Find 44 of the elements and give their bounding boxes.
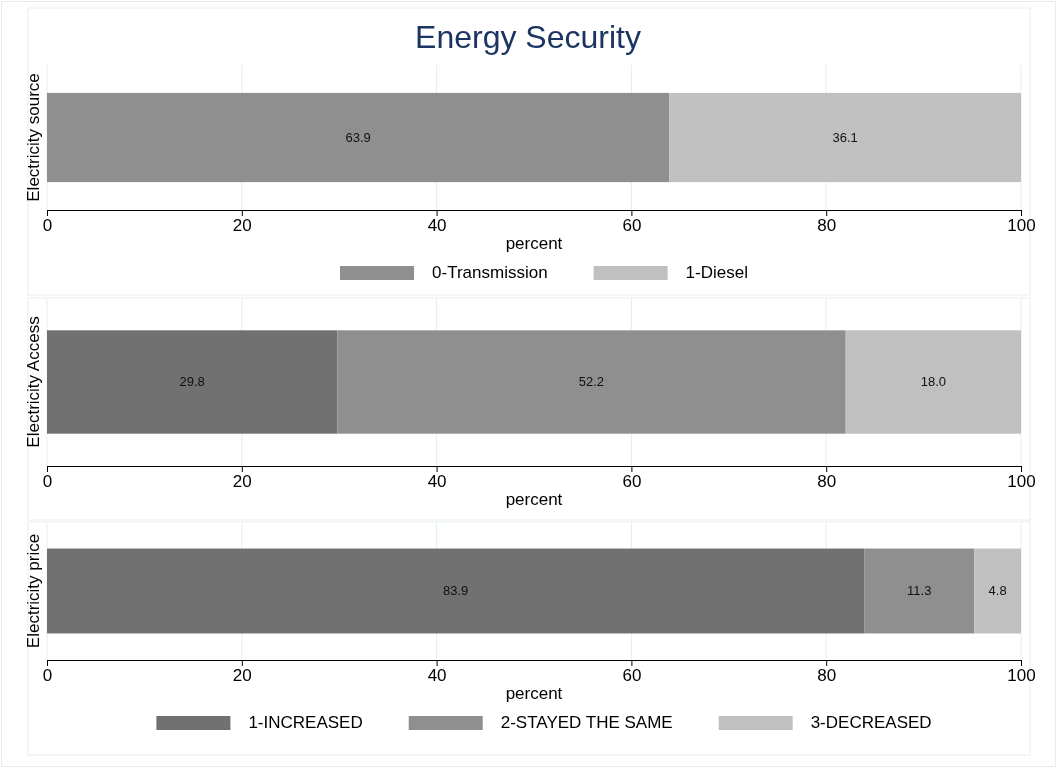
x-tick-label: 100 <box>1007 216 1036 236</box>
data-label: 18.0 <box>920 374 946 389</box>
x-tick-label: 20 <box>232 472 252 492</box>
legend-label: 1-Diesel <box>685 263 748 282</box>
x-axis-title: percent <box>505 490 563 509</box>
x-tick-label: 80 <box>817 666 837 686</box>
x-tick-label: 80 <box>817 216 837 236</box>
data-label: 36.1 <box>832 129 858 145</box>
legend-label: 1-INCREASED <box>248 713 363 732</box>
x-tick-label: 20 <box>232 666 252 686</box>
x-tick-label: 100 <box>1007 666 1036 686</box>
bar <box>845 330 1021 434</box>
x-tick-label: 60 <box>622 216 642 236</box>
x-tick-label: 100 <box>1007 472 1036 492</box>
data-label: 29.8 <box>179 374 205 389</box>
y-axis-title: Electricity Access <box>24 316 43 448</box>
x-tick-label: 40 <box>427 216 447 236</box>
bar <box>337 330 846 434</box>
x-tick-label: 60 <box>622 472 642 492</box>
data-label: 83.9 <box>442 583 469 598</box>
x-tick-label: 60 <box>622 666 642 686</box>
x-tick-label: 0 <box>42 472 53 492</box>
bar <box>864 548 975 634</box>
legend-label: 2-STAYED THE SAME <box>500 713 673 732</box>
y-axis-title: Electricity price <box>24 533 43 649</box>
data-label: 52.2 <box>578 374 605 389</box>
chart-title: Energy Security <box>415 19 641 55</box>
x-tick-label: 40 <box>427 666 447 686</box>
bar <box>974 548 1021 634</box>
x-tick-label: 0 <box>42 216 53 236</box>
x-axis-title: percent <box>505 234 563 253</box>
bar <box>47 548 865 634</box>
data-label: 4.8 <box>988 583 1007 598</box>
data-label: 63.9 <box>345 129 371 145</box>
x-tick-label: 80 <box>817 472 837 492</box>
legend-label: 3-DECREASED <box>810 713 932 732</box>
x-tick-label: 0 <box>42 666 53 686</box>
y-axis-title: Electricity source <box>24 73 43 202</box>
data-label: 11.3 <box>907 583 932 598</box>
x-tick-label: 40 <box>427 472 447 492</box>
bar <box>47 330 338 434</box>
x-tick-label: 20 <box>232 216 252 236</box>
legend-label: 0-Transmission <box>432 263 548 282</box>
x-axis-title: percent <box>505 684 563 703</box>
